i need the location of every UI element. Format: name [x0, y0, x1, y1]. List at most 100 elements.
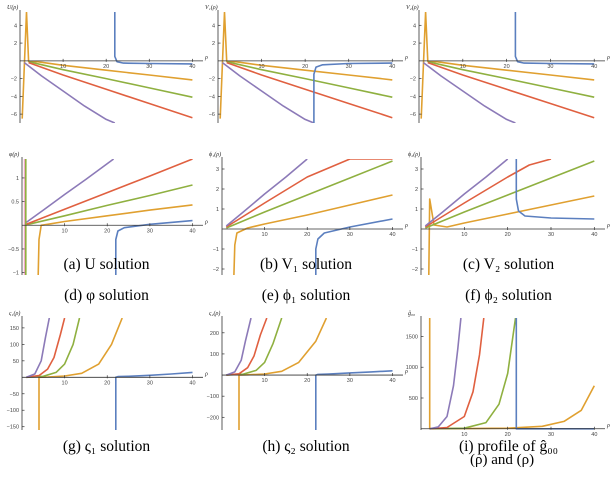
series-line-d-2 — [26, 159, 193, 226]
series-line-a-0 — [21, 12, 193, 119]
x-tick-label-b-1: 20 — [302, 64, 308, 70]
y-tick-label-c-3: −4 — [410, 94, 416, 100]
x-tick-label-a-0: 10 — [60, 64, 66, 70]
x-axis-label-d: ρ — [204, 219, 208, 225]
caption-e: (e) ϕ₁ solution — [261, 287, 351, 304]
x-axis-label-h: ρ — [404, 369, 408, 375]
x-tick-label-e-2: 30 — [347, 232, 353, 238]
x-axis-label-c: ρ — [606, 55, 610, 61]
x-tick-label-e-3: 40 — [389, 232, 395, 238]
series-line-f-3 — [424, 159, 509, 227]
series-line-e-1 — [225, 160, 393, 229]
x-tick-label-g-2: 30 — [147, 380, 153, 386]
series-line-g-4 — [115, 371, 193, 430]
series-line-c-2 — [427, 61, 595, 119]
x-tick-label-i-0: 10 — [461, 432, 467, 438]
panel-f: 10 20 30 40 3 2 1 −1 −2 ϕ₂(ρ) ρ — [408, 151, 610, 275]
panel-i: 10 20 30 40 1500 1000 500 ĝ₀₀ ρ — [406, 311, 610, 438]
caption-g: (g) ς₁ solution — [62, 438, 151, 455]
series-line-a-1 — [28, 60, 193, 98]
series-line-d-3 — [25, 159, 115, 224]
y-tick-label-a-4: −6 — [11, 112, 17, 118]
y-tick-label-c-0: 4 — [413, 23, 416, 29]
y-tick-label-g-3: −50 — [10, 392, 19, 398]
series-line-c-4 — [514, 12, 595, 65]
x-tick-label-h-1: 20 — [304, 378, 310, 384]
y-tick-label-e-1: 2 — [216, 187, 219, 193]
series-line-f-1 — [424, 160, 595, 229]
y-tick-label-i-1: 1000 — [406, 365, 418, 371]
y-axis-label-c: V₂(ρ) — [406, 4, 419, 11]
x-tick-label-i-3: 40 — [591, 432, 597, 438]
caption-b: (b) V₁ solution — [259, 256, 353, 273]
series-line-b-4 — [313, 62, 393, 123]
x-tick-label-a-3: 40 — [189, 64, 195, 70]
y-tick-label-h-0: 200 — [210, 331, 219, 337]
series-line-g-2 — [26, 318, 66, 379]
x-axis-label-b: ρ — [404, 55, 408, 61]
y-axis-label-g: ς₁(ρ) — [9, 310, 20, 317]
x-tick-label-g-1: 20 — [104, 380, 110, 386]
y-axis-label-b: V₁(ρ) — [205, 4, 218, 11]
x-tick-label-d-3: 40 — [189, 228, 195, 234]
x-tick-label-d-1: 20 — [104, 228, 110, 234]
series-line-i-3 — [429, 318, 462, 430]
x-tick-label-a-2: 30 — [146, 64, 152, 70]
y-tick-label-c-4: −6 — [410, 112, 416, 118]
x-tick-label-i-1: 20 — [505, 432, 511, 438]
y-tick-label-g-4: −100 — [7, 408, 19, 414]
y-axis-label-f: ϕ₂(ρ) — [408, 151, 420, 158]
series-line-e-0 — [233, 194, 393, 275]
x-tick-label-b-0: 10 — [259, 64, 265, 70]
x-tick-label-h-0: 10 — [262, 378, 268, 384]
series-line-f-4 — [515, 159, 595, 220]
caption-f: (f) ϕ₂ solution — [465, 287, 552, 304]
y-axis-label-e: ϕ₁(ρ) — [209, 151, 221, 158]
y-tick-label-a-1: 2 — [14, 41, 17, 47]
x-tick-label-d-0: 10 — [62, 228, 68, 234]
x-tick-label-a-1: 20 — [103, 64, 109, 70]
y-tick-label-i-0: 1500 — [406, 334, 418, 340]
panel-c: 10 20 30 40 4 2 −2 −4 −6 V₂(ρ) ρ — [406, 4, 610, 123]
y-tick-label-b-2: −2 — [209, 77, 215, 83]
x-tick-label-c-0: 10 — [460, 64, 466, 70]
x-tick-label-e-1: 20 — [304, 232, 310, 238]
panel-d: 10 20 30 40 1 0.5 −0.5 −1 φ(ρ) ρ — [8, 151, 208, 277]
footer-text: (ρ) and (ρ) — [470, 452, 535, 468]
caption-d: (d) φ solution — [64, 287, 149, 304]
y-tick-label-i-2: 500 — [409, 396, 418, 402]
x-tick-label-h-2: 30 — [347, 378, 353, 384]
series-line-h-3 — [226, 318, 252, 376]
y-tick-label-e-4: −2 — [213, 267, 219, 273]
series-line-c-3 — [422, 61, 516, 123]
series-line-c-0 — [420, 12, 595, 119]
series-line-c-1 — [427, 60, 595, 98]
x-axis-label-i: ρ — [606, 423, 610, 429]
series-line-d-4 — [115, 219, 193, 275]
series-line-b-2 — [226, 61, 393, 119]
caption-i: (i) profile of ĝ₀₀ — [458, 438, 559, 455]
series-line-g-3 — [26, 318, 51, 379]
y-tick-label-a-0: 4 — [14, 23, 17, 29]
y-tick-label-f-4: −2 — [412, 267, 418, 273]
series-line-d-1 — [26, 184, 193, 226]
y-tick-label-a-2: −2 — [11, 77, 17, 83]
y-tick-label-h-1: 100 — [210, 352, 219, 358]
panel-g: 10 20 30 40 150 100 50 −50 −100 −150 ς₁(ρ) ρ — [7, 310, 208, 431]
x-tick-label-c-2: 30 — [547, 64, 553, 70]
y-tick-label-a-3: −4 — [11, 94, 17, 100]
caption-a: (a) U solution — [63, 256, 150, 273]
series-line-i-4 — [515, 318, 595, 430]
x-tick-label-b-3: 40 — [389, 64, 395, 70]
y-tick-label-b-1: 2 — [212, 41, 215, 47]
x-tick-label-f-2: 30 — [548, 232, 554, 238]
series-line-a-2 — [28, 61, 193, 119]
y-axis-label-h: ς₂(ρ) — [209, 310, 220, 317]
series-line-f-2 — [424, 159, 552, 228]
x-tick-label-h-3: 40 — [389, 378, 395, 384]
series-line-h-0 — [238, 318, 328, 430]
x-tick-label-i-2: 30 — [548, 432, 554, 438]
series-line-b-0 — [219, 12, 393, 119]
y-tick-label-f-3: −1 — [412, 247, 418, 253]
